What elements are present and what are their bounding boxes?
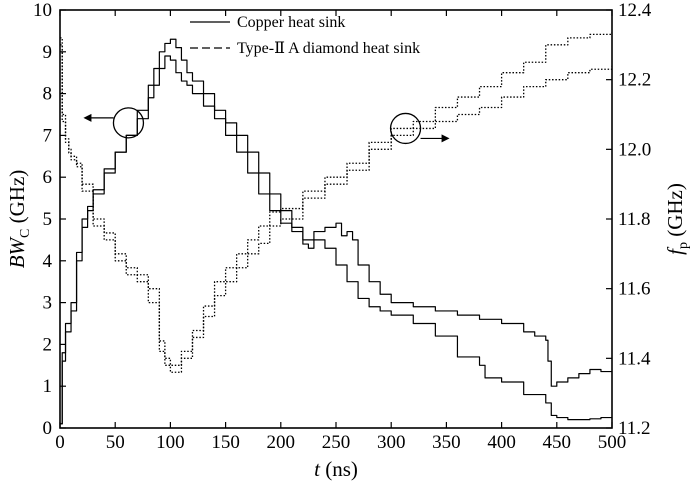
series-line-1-bwc [60, 55, 612, 425]
y-right-axis-var: f [663, 246, 687, 255]
x-tick-label: 50 [106, 432, 125, 453]
x-tick-label: 150 [211, 432, 240, 453]
legend: Copper heat sink Type-Ⅱ A diamond heat s… [190, 14, 420, 57]
y-left-tick-label: 1 [43, 376, 53, 397]
y-left-tick-label: 2 [43, 334, 53, 355]
y-left-axis-title: BWC (GHz) [5, 170, 33, 269]
ticks-layer: 0 50 100 150 200 250 300 350 400 450 500 0 1 2 3 4 5 6 7 8 9… [33, 0, 652, 453]
y-right-tick-label: 11.2 [618, 418, 651, 439]
y-right-axis-sub: p [676, 242, 691, 249]
y-left-tick-label: 4 [43, 251, 53, 272]
y-right-axis-title: fp (GHz) [663, 183, 691, 255]
series-line-2-fp [60, 30, 612, 366]
x-tick-label: 450 [543, 432, 572, 453]
x-tick-label: 0 [55, 432, 65, 453]
legend-label-diamond: Type-Ⅱ A diamond heat sink [237, 40, 420, 57]
x-tick-label: 350 [432, 432, 461, 453]
legend-label-copper: Copper heat sink [237, 14, 345, 31]
y-right-tick-label: 12.0 [618, 139, 651, 160]
series-layer [60, 30, 612, 425]
x-tick-label: 250 [322, 432, 351, 453]
y-left-tick-label: 0 [43, 418, 53, 439]
series-line-0-bwc [60, 38, 612, 425]
y-right-tick-label: 11.4 [618, 348, 651, 369]
x-axis-title: t (ns) [314, 457, 358, 481]
y-left-tick-label: 5 [43, 209, 53, 230]
y-left-axis-sub: C [18, 229, 33, 238]
x-tick-label: 200 [267, 432, 296, 453]
y-left-tick-label: 3 [43, 293, 53, 314]
plot-frame [59, 9, 613, 429]
y-left-tick-label: 9 [43, 42, 53, 63]
x-tick-label: 300 [377, 432, 406, 453]
x-tick-label: 400 [487, 432, 516, 453]
annotation-layer [83, 107, 450, 145]
x-axis-var: t [314, 457, 321, 481]
y-right-tick-label: 11.8 [618, 209, 651, 230]
x-tick-label: 100 [156, 432, 185, 453]
y-right-axis-unit: (GHz) [663, 183, 687, 242]
annotation-arrow-1 [420, 134, 450, 143]
y-right-tick-label: 12.4 [618, 0, 652, 21]
x-axis-unit: (ns) [320, 457, 358, 481]
y-left-tick-label: 6 [43, 167, 53, 188]
y-left-tick-label: 8 [43, 84, 53, 105]
annotation-circle-0 [112, 107, 145, 139]
y-left-axis-var: BW [5, 235, 29, 268]
y-right-tick-label: 11.6 [618, 279, 651, 300]
y-right-tick-label: 12.2 [618, 70, 651, 91]
annotation-arrow-0 [83, 113, 114, 122]
y-left-tick-label: 10 [33, 0, 52, 21]
annotation-circle-1 [389, 112, 422, 145]
y-left-tick-label: 7 [43, 125, 53, 146]
y-left-axis-unit: (GHz) [5, 170, 29, 229]
series-line-3-fp [60, 44, 612, 373]
x-tick-label: 500 [598, 432, 627, 453]
